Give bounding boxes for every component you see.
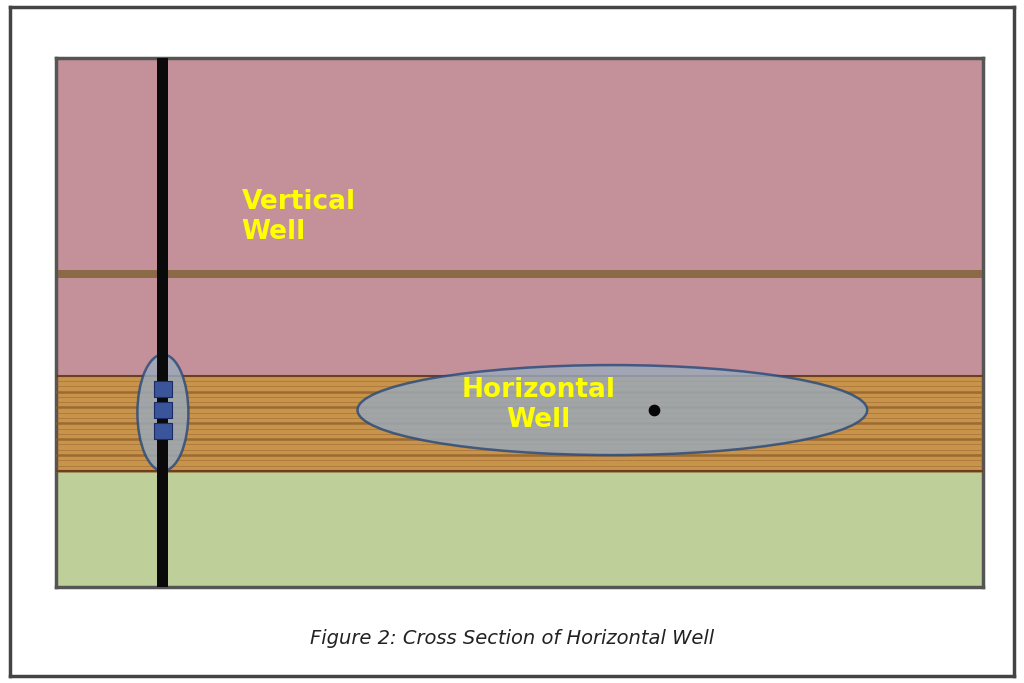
Text: Vertical
Well: Vertical Well: [242, 189, 355, 245]
Bar: [56, 270, 983, 278]
Text: Figure 2: Cross Section of Horizontal Well: Figure 2: Cross Section of Horizontal We…: [310, 629, 714, 648]
Bar: [154, 402, 172, 418]
Point: [646, 404, 663, 415]
Bar: [158, 47, 169, 587]
Bar: [56, 58, 983, 386]
Bar: [56, 376, 983, 471]
Ellipse shape: [357, 365, 867, 455]
Bar: [56, 460, 983, 587]
Bar: [154, 423, 172, 439]
Ellipse shape: [137, 354, 188, 471]
Bar: [154, 381, 172, 397]
Text: Horizontal
Well: Horizontal Well: [461, 377, 615, 433]
